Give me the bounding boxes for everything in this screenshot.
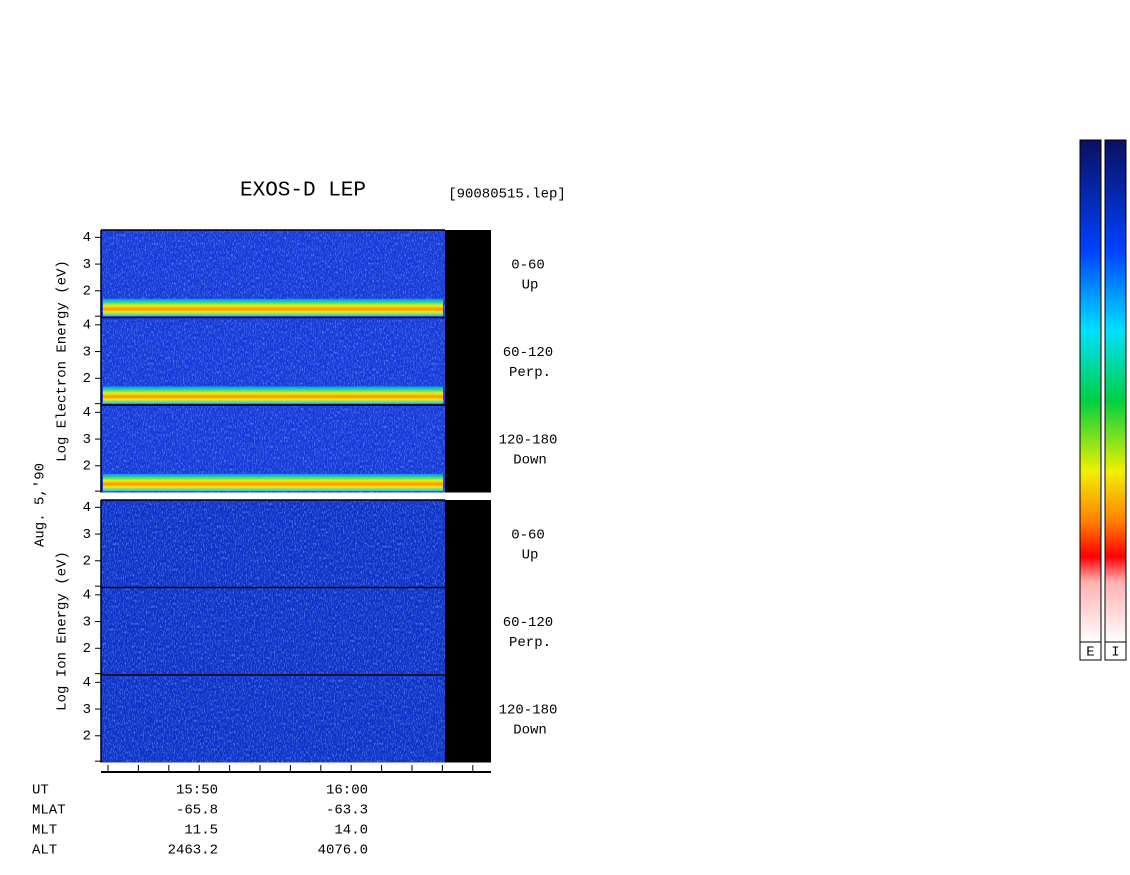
no-data <box>445 317 491 405</box>
no-data <box>445 230 491 318</box>
color-bar-label-box <box>1079 641 1102 661</box>
y-tick-label: 4 <box>83 405 91 421</box>
y-tick-label: 3 <box>83 614 91 630</box>
pitch-angle-label: 120-180 <box>499 433 558 449</box>
y-tick-label: 3 <box>83 432 91 448</box>
no-data <box>445 587 491 675</box>
color-bar-label: E <box>1086 645 1094 661</box>
ephemeris-value: 15:50 <box>176 783 218 799</box>
spectrogram-noise <box>101 500 445 588</box>
spectrogram-noise <box>101 587 445 675</box>
ephemeris-value: 2463.2 <box>168 843 218 859</box>
y-tick-label: 4 <box>83 500 91 516</box>
direction-label: Perp. <box>509 635 551 651</box>
y-tick-label: 3 <box>83 257 91 273</box>
color-bar-label: I <box>1111 645 1119 661</box>
y-tick-label: 2 <box>83 458 91 474</box>
y-tick-label: 3 <box>83 344 91 360</box>
direction-label: Up <box>522 278 539 294</box>
pitch-angle-label: 60-120 <box>503 615 553 631</box>
pitch-angle-label: 0-60 <box>511 528 545 544</box>
y-tick-label: 2 <box>83 728 91 744</box>
pitch-angle-label: 120-180 <box>499 703 558 719</box>
spectrogram-band <box>103 386 443 404</box>
y-tick-label: 2 <box>83 641 91 657</box>
y-axis-label: Log Electron Energy (eV) <box>55 260 71 462</box>
y-tick-label: 2 <box>83 283 91 299</box>
y-tick-label: 2 <box>83 371 91 387</box>
ephemeris-value: 4076.0 <box>318 843 368 859</box>
direction-label: Up <box>522 548 539 564</box>
y-tick-label: 4 <box>83 318 91 334</box>
no-data <box>445 405 491 493</box>
spectrogram-band <box>103 298 443 317</box>
direction-label: Down <box>513 723 547 739</box>
no-data <box>445 675 491 763</box>
y-tick-label: 4 <box>83 588 91 604</box>
ephemeris-value: -63.3 <box>326 803 368 819</box>
color-bar <box>1079 139 1102 643</box>
y-tick-label: 4 <box>83 230 91 246</box>
color-bar <box>1104 139 1127 643</box>
ephemeris-label: ALT <box>32 843 57 859</box>
chart-title: EXOS-D LEP <box>240 180 366 203</box>
date-label: Aug. 5,'90 <box>33 463 49 547</box>
ephemeris-label: MLAT <box>32 803 66 819</box>
direction-label: Down <box>513 453 547 469</box>
ephemeris-value: 11.5 <box>184 823 218 839</box>
spectrogram-band <box>103 473 443 492</box>
file-name: [90080515.lep] <box>448 187 566 203</box>
x-axis <box>101 765 491 773</box>
y-axis-label: Log Ion Energy (eV) <box>55 551 71 711</box>
ephemeris-label: MLT <box>32 823 57 839</box>
ephemeris-label: UT <box>32 783 49 799</box>
ephemeris-value: -65.8 <box>176 803 218 819</box>
spectrogram-noise <box>101 675 445 763</box>
ephemeris-value: 14.0 <box>334 823 368 839</box>
y-tick-label: 4 <box>83 675 91 691</box>
ephemeris-value: 16:00 <box>326 783 368 799</box>
y-tick-label: 3 <box>83 527 91 543</box>
no-data <box>445 500 491 588</box>
pitch-angle-label: 0-60 <box>511 258 545 274</box>
pitch-angle-label: 60-120 <box>503 345 553 361</box>
y-tick-label: 3 <box>83 702 91 718</box>
color-bar-label-box <box>1104 641 1127 661</box>
y-tick-label: 2 <box>83 553 91 569</box>
direction-label: Perp. <box>509 365 551 381</box>
